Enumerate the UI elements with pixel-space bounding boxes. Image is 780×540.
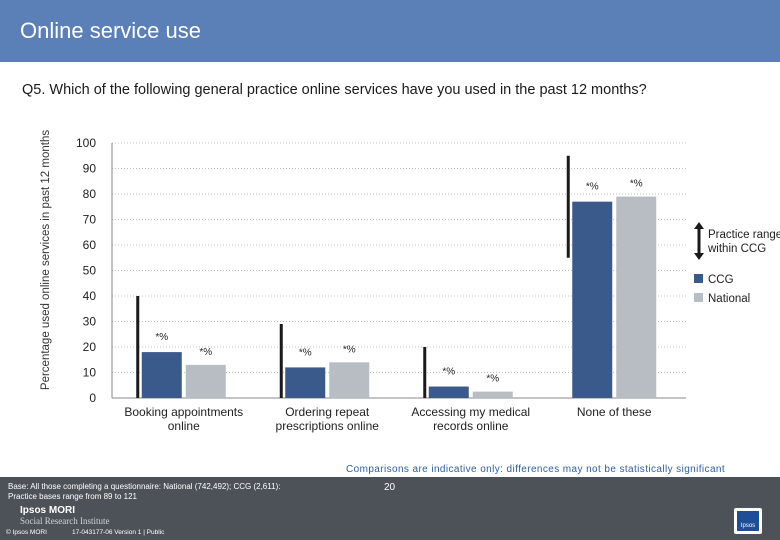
y-tick-label: 20 [83,340,97,354]
comparison-note: Comparisons are indicative only: differe… [346,464,726,475]
bar-national [616,196,657,398]
title-bar: Online service use [0,0,780,62]
y-tick-label: 90 [83,162,97,176]
y-tick-label: 70 [83,213,97,227]
legend-label-practice-range-line2: within CCG [707,243,766,255]
base-text: Base: All those completing a questionnai… [8,482,280,502]
base-line-2: Practice bases range from 89 to 121 [8,492,137,501]
y-tick-label: 40 [83,289,97,303]
bar-ccg [572,201,613,398]
ipsos-logo-square: Ipsos [737,511,759,531]
data-label: *% [299,347,312,358]
y-tick-label: 80 [83,187,97,201]
x-category-label: records online [433,419,509,433]
job-reference: 17-043177-06 Version 1 | Public [72,529,165,536]
legend-label-national: National [708,293,750,305]
ipsos-mori-logo-text: Ipsos MORI [20,505,76,516]
x-category-label: Ordering repeat [285,405,370,419]
y-tick-label: 0 [89,391,96,405]
bar-national [185,364,226,398]
data-label: *% [343,344,356,355]
x-category-label: prescriptions online [276,419,380,433]
legend-swatch-national [694,293,703,302]
x-category-label: None of these [577,405,652,419]
ipsos-logo-text: Ipsos [740,523,756,529]
data-label: *% [155,332,168,343]
x-category-label: online [168,419,200,433]
x-category-label: Accessing my medical [411,405,530,419]
footer-bar [0,477,780,540]
x-category-label: Booking appointments [124,405,243,419]
bar-ccg [428,386,469,398]
legend-swatch-ccg [694,274,703,283]
legend-range-arrow-up-icon [694,222,704,229]
copyright-text: © Ipsos MORI [6,529,47,536]
social-research-institute-text: Social Research Institute [20,516,110,526]
data-label: *% [630,179,643,190]
y-tick-label: 30 [83,315,97,329]
y-tick-label: 100 [76,136,96,150]
page-title: Online service use [20,18,201,43]
question-text: Q5. Which of the following general pract… [22,82,647,98]
data-label: *% [199,347,212,358]
legend-range-arrow-down-icon [694,253,704,260]
legend-label-practice-range: Practice range [708,229,780,241]
y-tick-label: 60 [83,238,97,252]
bar-ccg [285,367,326,398]
page-number: 20 [384,482,396,493]
data-label: *% [586,182,599,193]
bar-chart: 0 10 20 30 40 50 60 70 80 90 100 *% *% Booking appoin… [76,136,780,433]
y-tick-label: 10 [83,366,97,380]
bar-national [329,362,370,398]
y-tick-label: 50 [83,264,97,278]
legend-label-ccg: CCG [708,274,734,286]
base-line-1: Base: All those completing a questionnai… [8,482,281,491]
bar-national [472,391,513,398]
data-label: *% [486,374,499,385]
bar-ccg [141,352,182,398]
data-label: *% [442,367,455,378]
ipsos-logo-icon: Ipsos [734,508,762,534]
